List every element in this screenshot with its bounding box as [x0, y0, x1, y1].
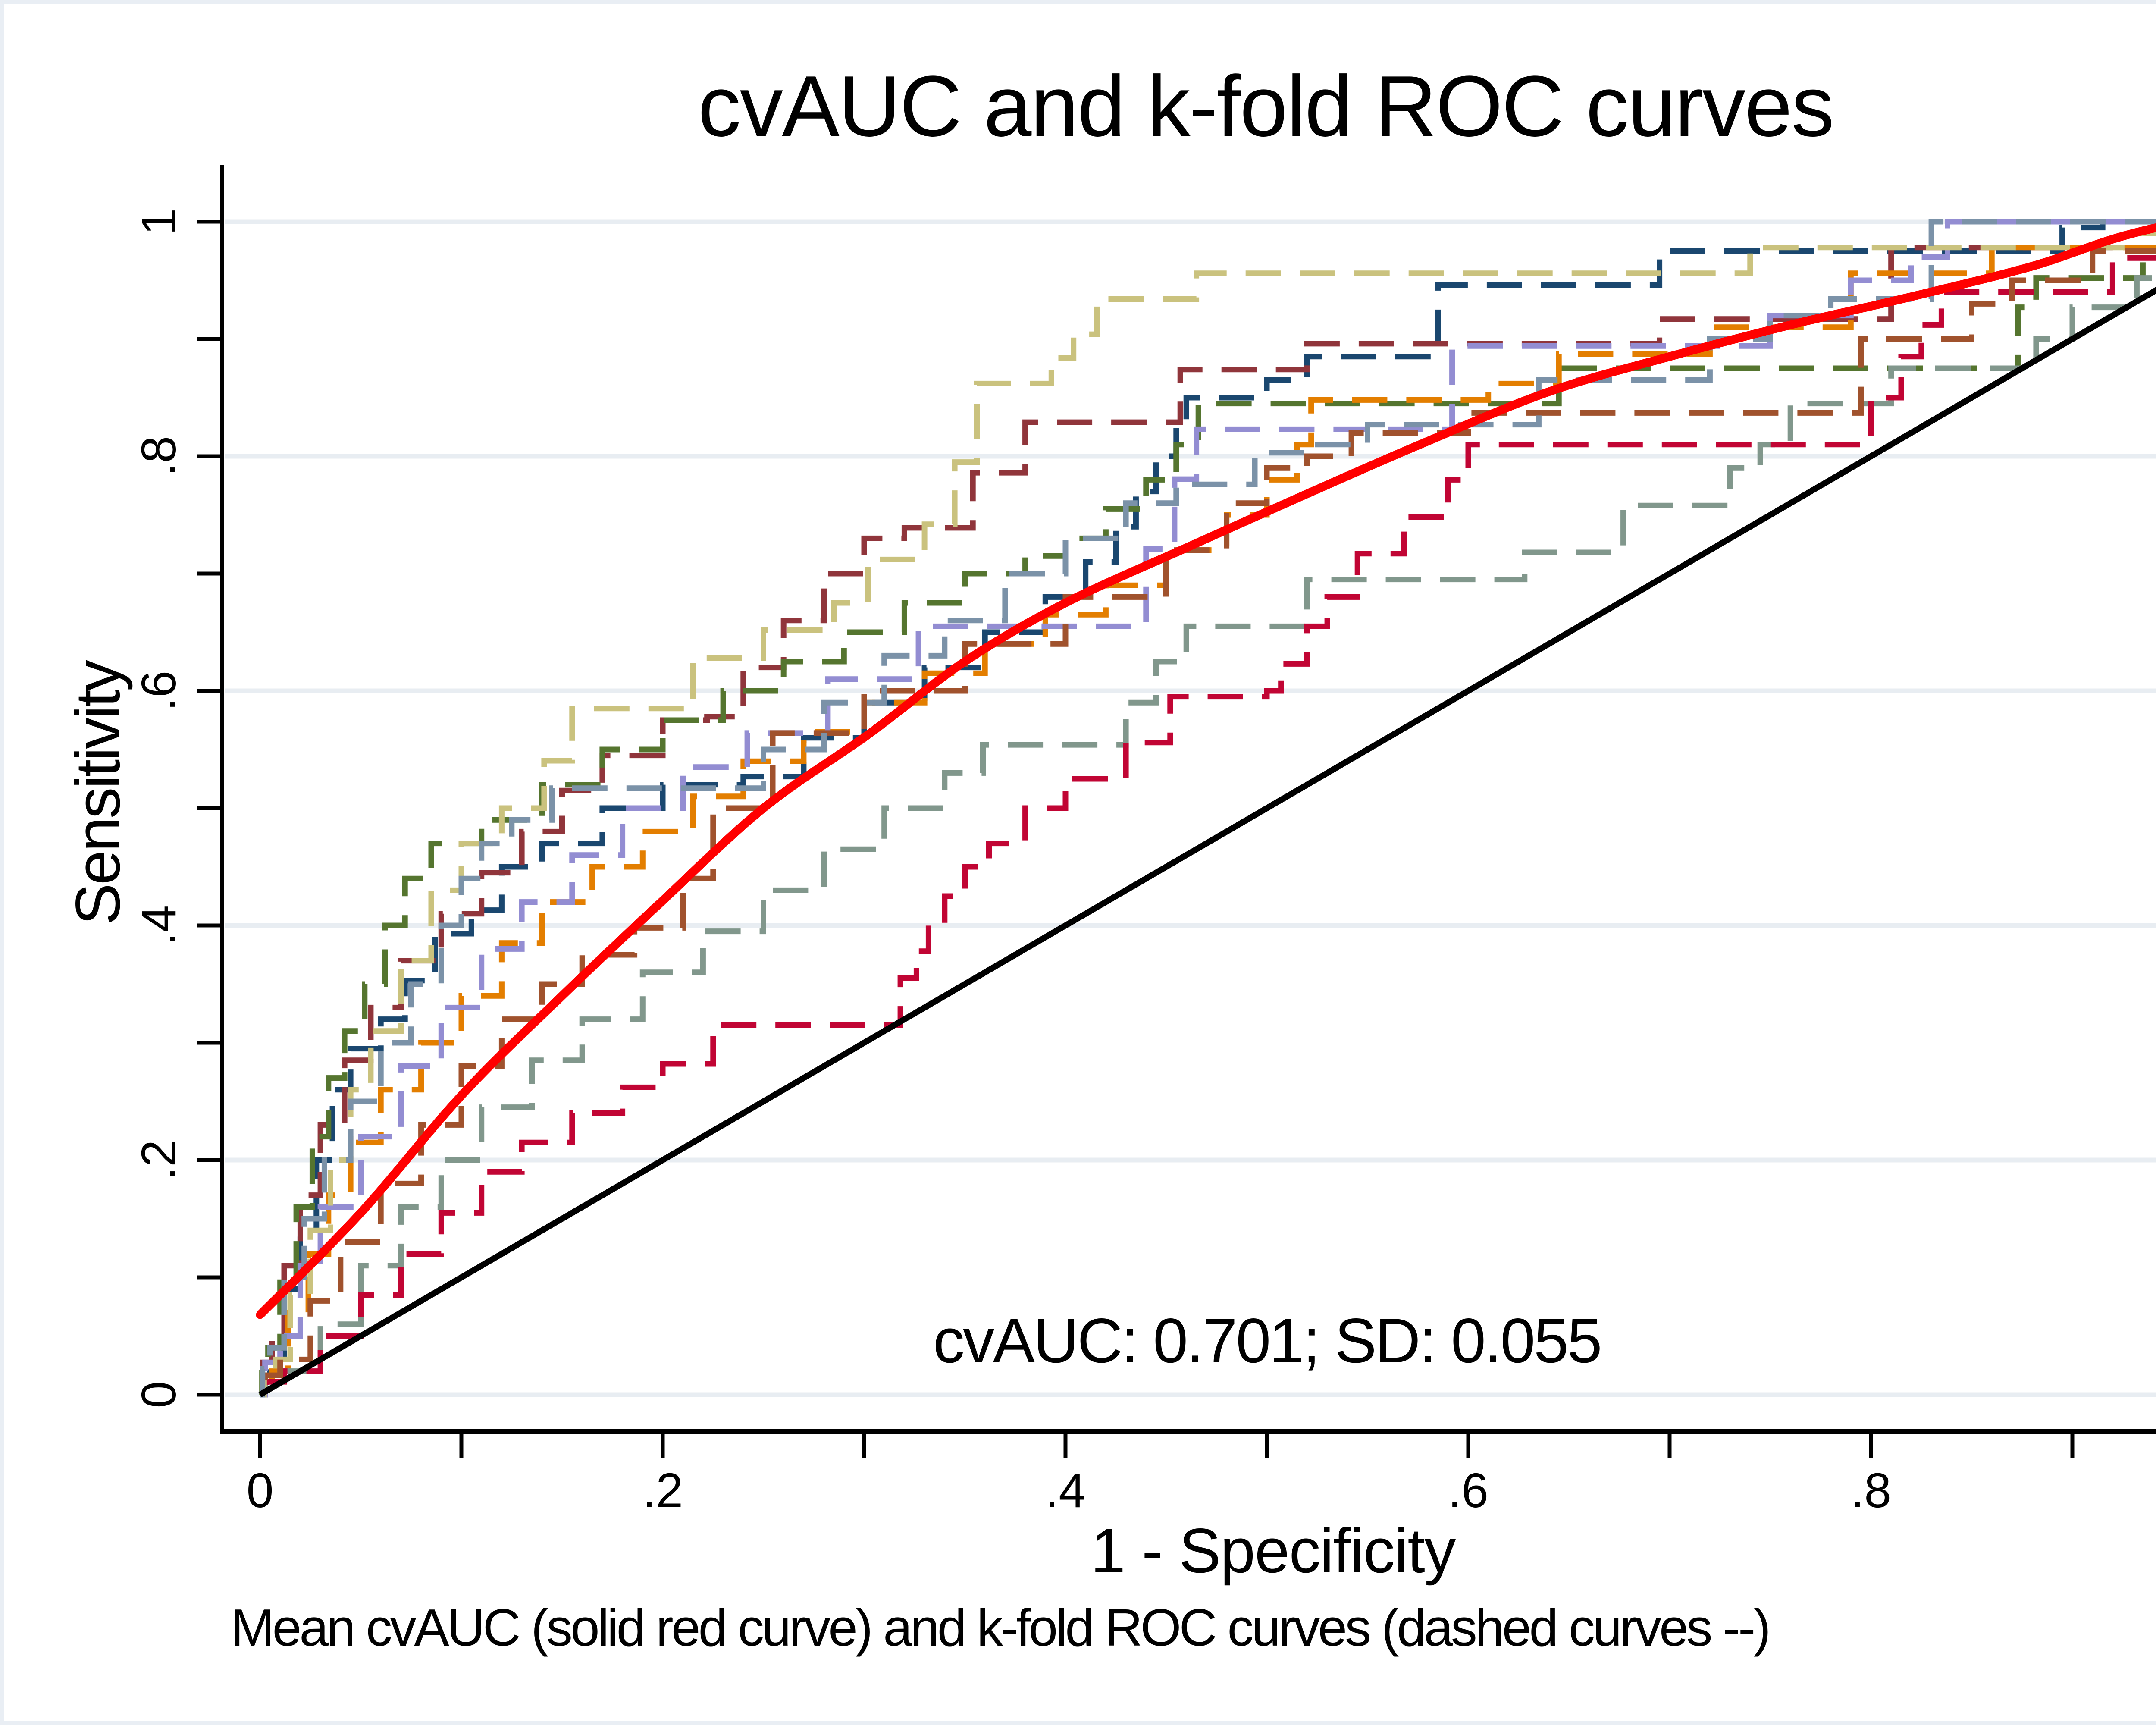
- svg-text:1 - Specificity: 1 - Specificity: [1091, 1515, 1456, 1586]
- svg-text:.4: .4: [1045, 1463, 1086, 1518]
- svg-text:1: 1: [132, 208, 186, 235]
- svg-text:.8: .8: [132, 436, 186, 477]
- svg-text:Sensitivity: Sensitivity: [63, 660, 133, 925]
- svg-text:.2: .2: [642, 1463, 683, 1518]
- svg-text:.6: .6: [132, 671, 186, 711]
- svg-text:.8: .8: [1851, 1463, 1891, 1518]
- svg-text:.4: .4: [132, 905, 186, 946]
- svg-text:0: 0: [247, 1463, 274, 1518]
- svg-text:0: 0: [132, 1381, 186, 1408]
- svg-text:.2: .2: [132, 1140, 186, 1180]
- svg-text:.6: .6: [1448, 1463, 1489, 1518]
- svg-text:Mean cvAUC (solid red curve) a: Mean cvAUC (solid red curve) and k-fold …: [231, 1598, 1769, 1657]
- svg-text:cvAUC and k-fold ROC curves: cvAUC and k-fold ROC curves: [698, 58, 1833, 154]
- svg-text:cvAUC: 0.701; SD: 0.055: cvAUC: 0.701; SD: 0.055: [933, 1305, 1601, 1376]
